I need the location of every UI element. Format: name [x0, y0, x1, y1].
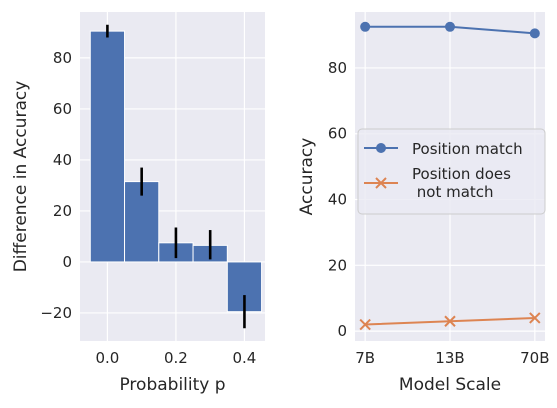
- right-x-tick-label: 13B: [435, 349, 464, 367]
- left-x-tick-label: 0.0: [95, 349, 119, 367]
- left-y-axis-label: Difference in Accuracy: [11, 81, 31, 273]
- left-y-tick-label: 60: [53, 100, 72, 118]
- left-x-axis-label: Probability p: [119, 375, 225, 395]
- right-y-tick-label: 20: [328, 256, 347, 274]
- legend: Position match Position does not match: [357, 128, 546, 215]
- legend-marker-position-match: [376, 143, 386, 153]
- right-x-tick-label: 70B: [520, 349, 549, 367]
- legend-label-line: Position does: [412, 165, 511, 183]
- left-x-tick-label: 0.4: [233, 349, 257, 367]
- right-y-tick-label: 60: [328, 125, 347, 143]
- series-point-1: [529, 28, 540, 39]
- left-x-tick-label: 0.2: [164, 349, 188, 367]
- right-y-tick-label: 0: [337, 322, 347, 340]
- legend-label-position-no-match: Position does not match: [412, 165, 511, 201]
- right-y-tick-label: 40: [328, 191, 347, 209]
- series-point-2: [529, 312, 541, 324]
- left-bar-chart: −20 0 20 40 60 80 0.0 0.2 0.4 Probability p Differ…: [11, 12, 265, 395]
- left-y-tick-label: 0: [62, 253, 72, 271]
- left-y-tick-label: 20: [53, 202, 72, 220]
- bar: [89, 30, 126, 263]
- right-y-tick-label: 80: [328, 59, 347, 77]
- legend-box: [357, 128, 546, 215]
- right-x-axis-label: Model Scale: [399, 375, 501, 395]
- left-y-tick-label: 80: [53, 49, 72, 67]
- series-point-2: [359, 318, 371, 331]
- legend-label-position-match: Position match: [412, 140, 523, 158]
- series-point-1: [360, 21, 371, 32]
- legend-marker-position-no-match: [375, 177, 387, 189]
- series-point-2: [444, 315, 456, 327]
- left-y-tick-label: 40: [53, 151, 72, 169]
- series-point-1: [445, 21, 455, 32]
- right-y-axis-label: Accuracy: [297, 138, 317, 216]
- legend-label-line: not match: [412, 183, 494, 201]
- left-y-tick-label: −20: [40, 304, 72, 322]
- right-x-tick-label: 7B: [355, 349, 375, 367]
